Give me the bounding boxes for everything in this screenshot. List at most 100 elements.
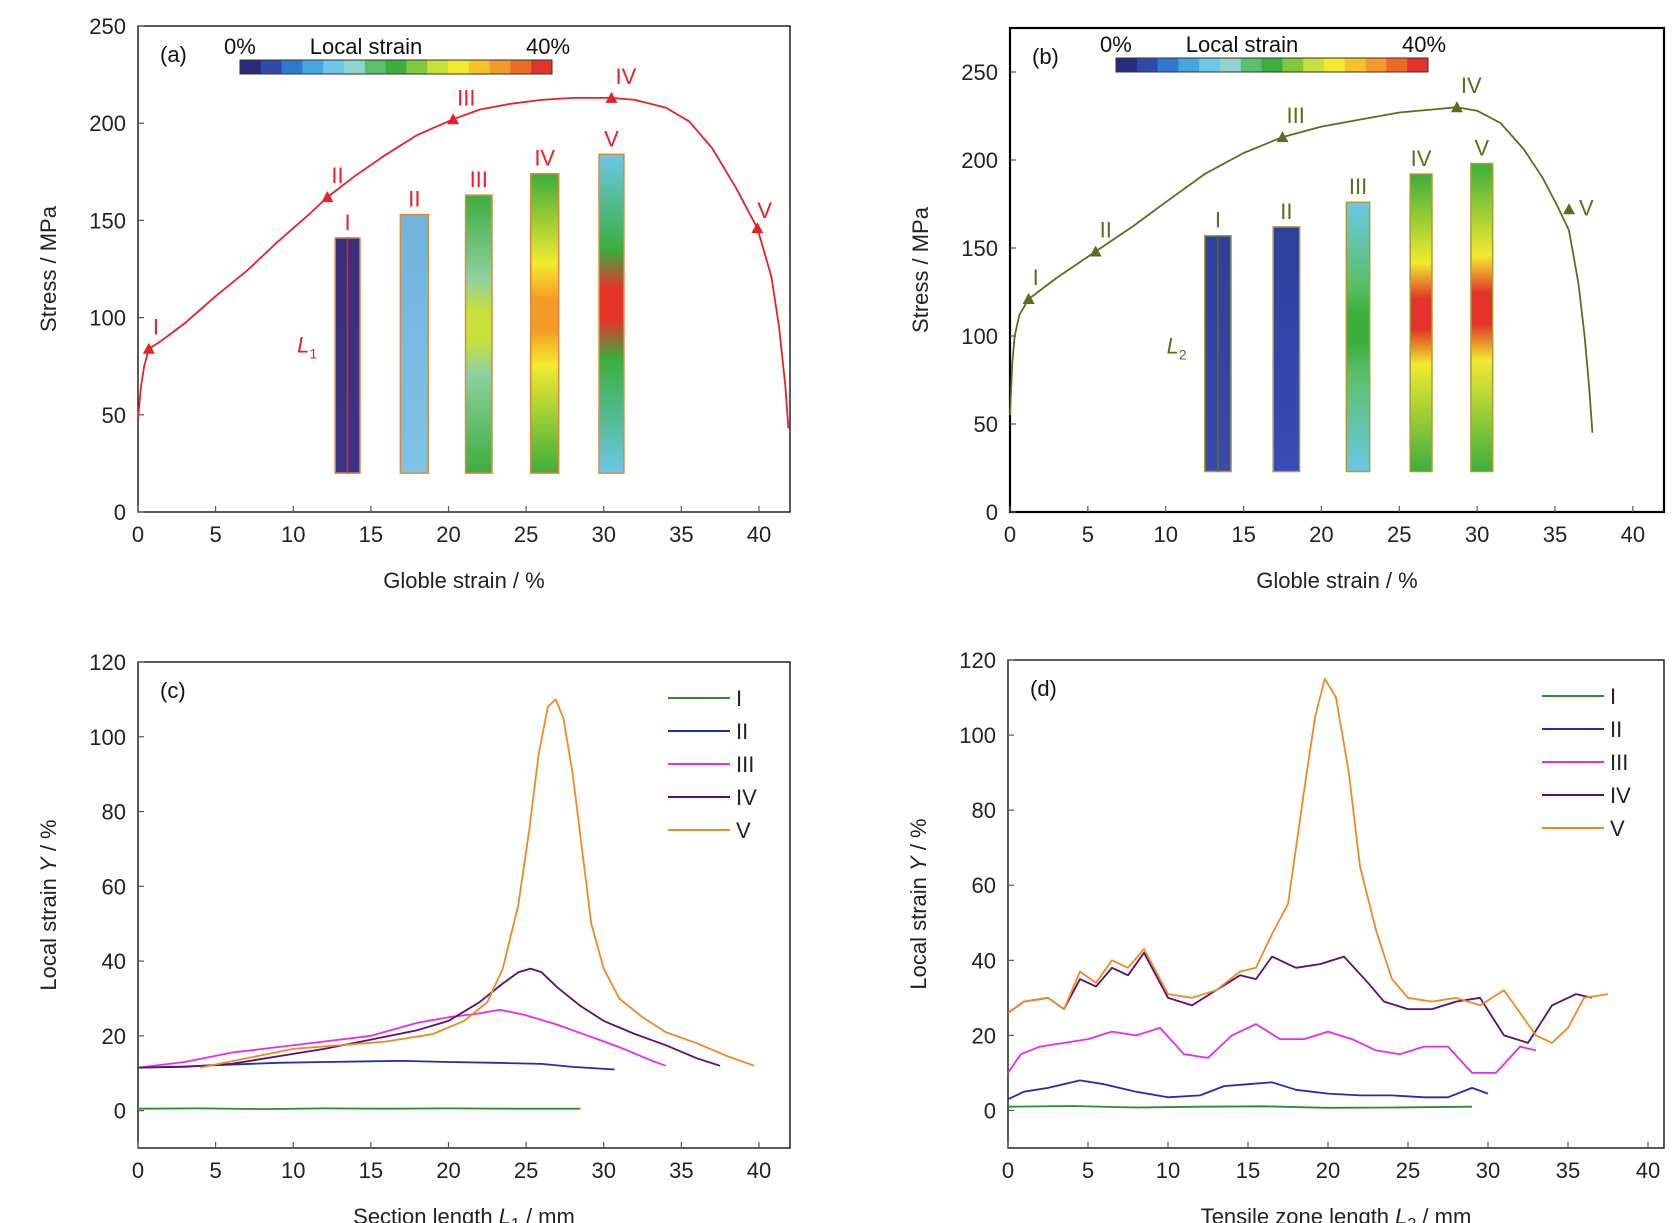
y-tick-label: 0 <box>986 500 998 525</box>
colorbar-cell <box>240 60 262 74</box>
plot-frame <box>137 661 791 1149</box>
y-tick-label: 120 <box>89 650 126 675</box>
colorbar-cell <box>1116 58 1138 72</box>
x-tick-label: 40 <box>747 522 771 547</box>
colorbar-cell <box>344 60 366 74</box>
x-tick-label: 5 <box>1082 1158 1094 1183</box>
y-axis-ticks: 0 50 100 150 200 250 <box>961 60 1016 525</box>
colorbar-min-label: 0% <box>224 34 256 59</box>
y-axis-ticks: 0 50 100 150 200 250 <box>89 14 144 525</box>
x-axis-ticks: 0 5 10 15 20 25 30 35 40 <box>132 1142 771 1183</box>
series-lines <box>1007 677 1609 1109</box>
specimen-label: I <box>1215 208 1221 233</box>
colorbar-cell <box>1261 58 1283 72</box>
plot-frame <box>1007 659 1665 1149</box>
x-tick-label: 0 <box>132 1158 144 1183</box>
x-tick-label: 40 <box>1636 1158 1660 1183</box>
legend-label: IV <box>736 785 757 810</box>
legend-label: I <box>736 686 742 711</box>
marker-triangle <box>1089 245 1102 257</box>
x-tick-label: 20 <box>1316 1158 1340 1183</box>
legend-label: II <box>1610 717 1622 742</box>
colorbar-title: Local strain <box>1186 32 1299 57</box>
colorbar-border <box>1115 57 1429 73</box>
colorbar-cell <box>1324 58 1346 72</box>
y-tick-label: 80 <box>102 800 126 825</box>
colorbar-max-label: 40% <box>526 34 570 59</box>
x-tick-label: 20 <box>436 522 460 547</box>
x-axis-ticks: 0 5 10 15 20 25 30 35 40 <box>1004 506 1645 547</box>
specimen-label: V <box>1474 136 1489 161</box>
colorbar-border <box>239 59 553 75</box>
y-axis-label: Stress / MPa <box>36 205 61 332</box>
specimen-strip-III <box>464 194 493 474</box>
colorbar-cell <box>1136 58 1159 72</box>
marker-label: II <box>1100 218 1112 243</box>
y-axis-ticks: 0 20 40 60 80 100 120 <box>959 648 1014 1123</box>
y-axis-label: Local strain Y / % <box>36 819 61 990</box>
legend-label: V <box>736 818 751 843</box>
y-tick-label: 200 <box>89 111 126 136</box>
marker-label: II <box>331 163 343 188</box>
legend-label: III <box>1610 750 1628 775</box>
x-tick-label: 35 <box>669 522 693 547</box>
series-line-IV <box>1007 951 1593 1044</box>
x-tick-label: 25 <box>1387 522 1411 547</box>
panel-c: 0 5 10 15 20 25 30 35 40 0 20 40 60 80 100 120 (c) Sectio… <box>36 650 791 1223</box>
x-axis-ticks: 0 5 10 15 20 25 30 35 40 <box>1002 1142 1660 1183</box>
y-tick-label: 40 <box>972 948 996 973</box>
x-axis-ticks: 0 5 10 15 20 25 30 35 40 <box>132 506 771 547</box>
series-lines <box>1009 106 1594 433</box>
colorbar-cell <box>1240 58 1263 72</box>
colorbar-cell <box>385 60 407 74</box>
specimen-label: I <box>345 210 351 235</box>
x-tick-label: 30 <box>591 522 615 547</box>
x-tick-label: 0 <box>132 522 144 547</box>
plot-frame <box>1008 26 1666 514</box>
specimen-label: IV <box>534 146 555 171</box>
colorbar-cell <box>260 60 283 74</box>
x-axis-label: Section length L1 / mm <box>353 1204 575 1223</box>
specimen-label: II <box>1280 199 1292 224</box>
specimen-strip-IV <box>530 172 560 474</box>
y-tick-label: 50 <box>974 412 998 437</box>
colorbar-cell <box>1365 58 1387 72</box>
panel-label: (c) <box>160 678 186 703</box>
marker-triangle <box>321 191 334 203</box>
marker-triangle <box>1450 101 1463 113</box>
x-tick-label: 15 <box>1231 522 1255 547</box>
marker-label: III <box>457 85 475 110</box>
y-tick-label: 150 <box>89 208 126 233</box>
series-line-curve <box>137 97 790 429</box>
panel-b: 0 5 10 15 20 25 30 35 40 0 50 100 150 200 250 (b) Globle… <box>908 26 1666 593</box>
series-line-III <box>1007 1023 1537 1074</box>
x-tick-label: 35 <box>1556 1158 1580 1183</box>
legend-label: I <box>1610 684 1616 709</box>
marker-label: III <box>1287 103 1305 128</box>
colorbar-cell <box>1407 58 1429 72</box>
colorbar-cell <box>510 60 532 74</box>
y-tick-label: 20 <box>102 1024 126 1049</box>
x-tick-label: 5 <box>209 522 221 547</box>
colorbar-cell <box>281 60 303 74</box>
y-tick-label: 100 <box>89 725 126 750</box>
x-tick-label: 25 <box>514 1158 538 1183</box>
x-tick-label: 10 <box>1153 522 1177 547</box>
panel-label: (d) <box>1030 676 1057 701</box>
x-tick-label: 15 <box>359 522 383 547</box>
x-tick-label: 35 <box>669 1158 693 1183</box>
x-tick-label: 0 <box>1002 1158 1014 1183</box>
y-tick-label: 0 <box>984 1098 996 1123</box>
x-tick-label: 40 <box>747 1158 771 1183</box>
x-tick-label: 5 <box>1082 522 1094 547</box>
marker-triangle <box>751 222 764 234</box>
y-tick-label: 0 <box>114 500 126 525</box>
specimen-strip-II <box>399 213 430 474</box>
x-tick-label: 15 <box>1236 1158 1260 1183</box>
specimen-strip-V <box>1470 162 1494 473</box>
